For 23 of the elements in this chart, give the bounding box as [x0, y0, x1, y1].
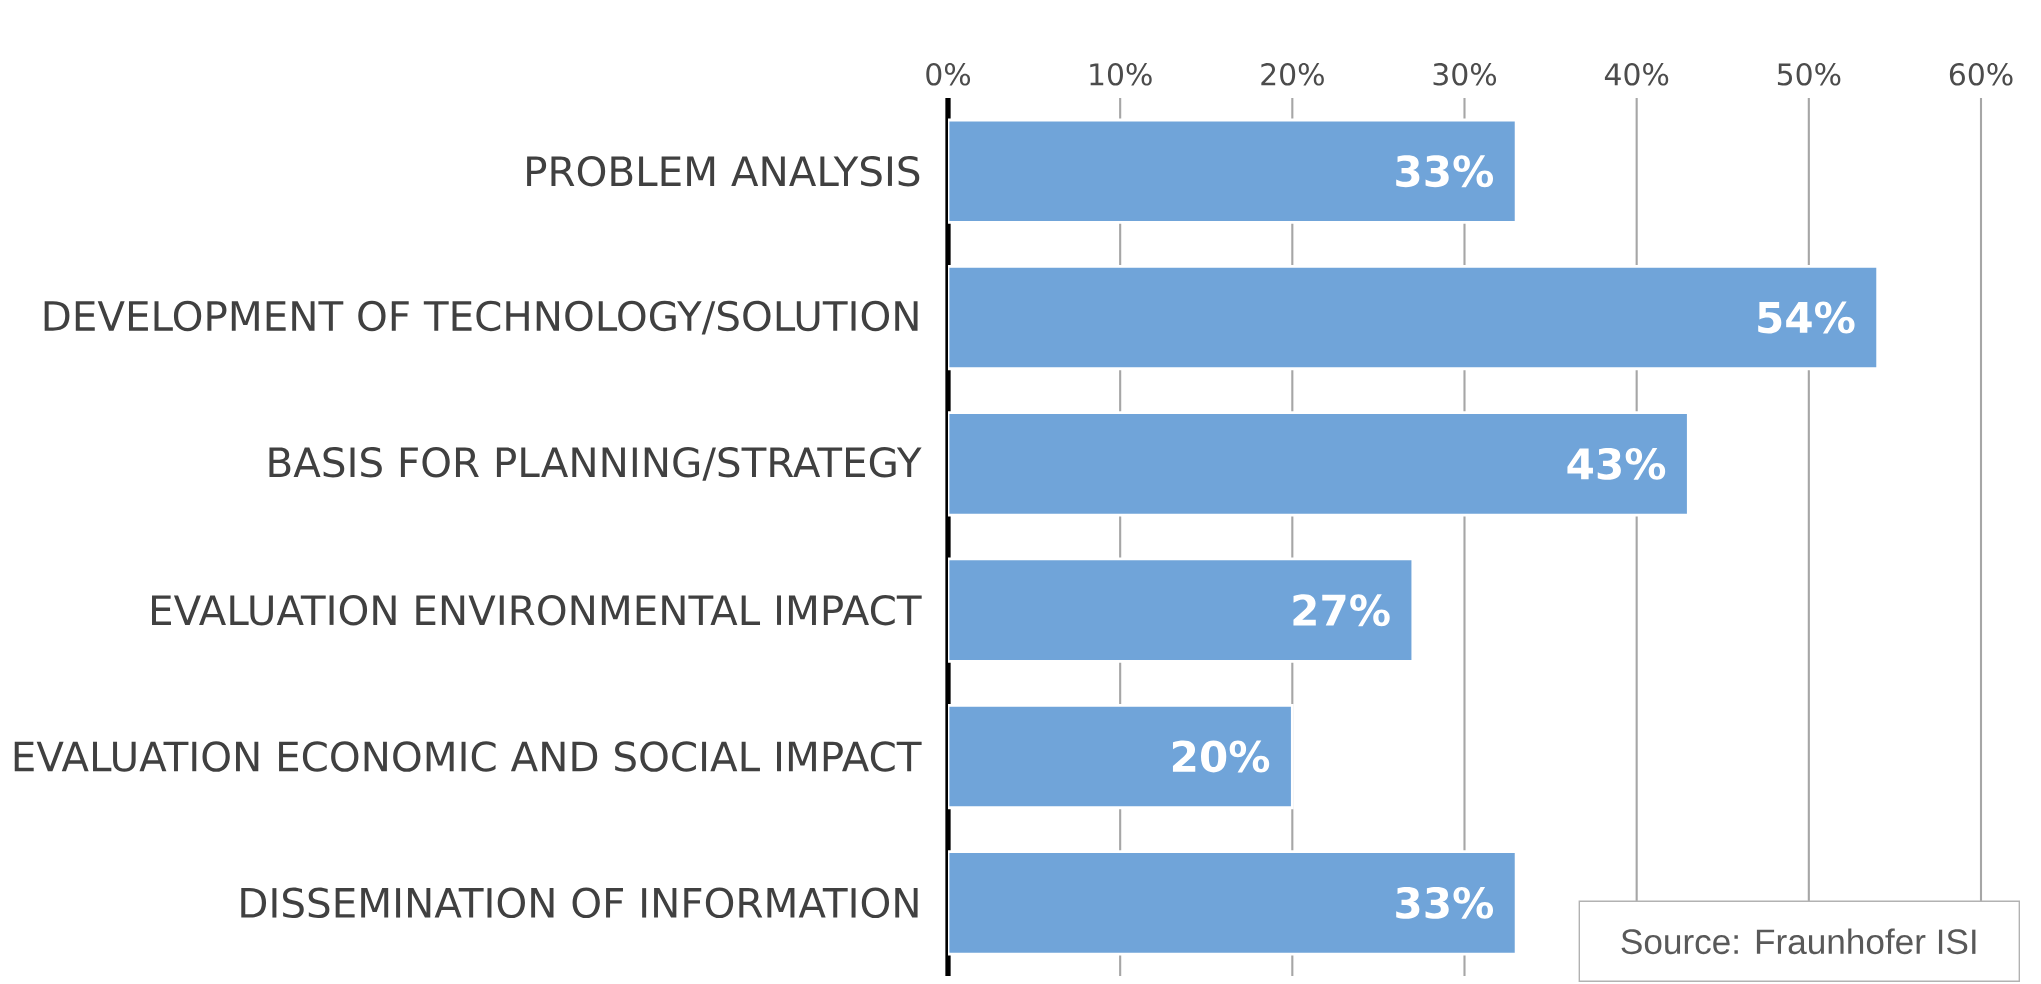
x-tick-label: 50% — [1777, 63, 1841, 86]
data-label: 33% — [1396, 886, 1494, 919]
annotation: Source: Fraunhofer ISI — [1621, 928, 1976, 955]
bar — [948, 411, 1690, 517]
data-label: 20% — [1172, 740, 1270, 773]
y-tick-label: BASIS FOR PLANNING/STRATEGY — [269, 446, 922, 481]
x-tick-label: 60% — [1949, 63, 2013, 86]
x-tick-label: 20% — [1261, 63, 1324, 86]
y-tick-label: PROBLEM ANALYSIS — [527, 155, 920, 187]
data-label: 27% — [1293, 594, 1390, 627]
data-label: 43% — [1567, 447, 1666, 480]
data-label: 33% — [1396, 155, 1494, 188]
x-tick-label: 10% — [1090, 63, 1152, 86]
x-tick-label: 0% — [926, 63, 971, 86]
y-tick-label: DEVELOPMENT OF TECHNOLOGY/SOLUTION — [44, 300, 918, 335]
y-tick-label: DISSEMINATION OF INFORMATION — [241, 887, 918, 919]
x-tick-label: 40% — [1604, 63, 1669, 86]
bar — [948, 118, 1518, 224]
y-tick-label: EVALUATION ECONOMIC AND SOCIAL IMPACT — [14, 741, 922, 772]
bar — [948, 850, 1518, 956]
data-label: 54% — [1758, 301, 1855, 334]
x-tick-label: 30% — [1433, 63, 1497, 86]
y-tick-label: EVALUATION ENVIRONMENTAL IMPACT — [152, 594, 922, 626]
